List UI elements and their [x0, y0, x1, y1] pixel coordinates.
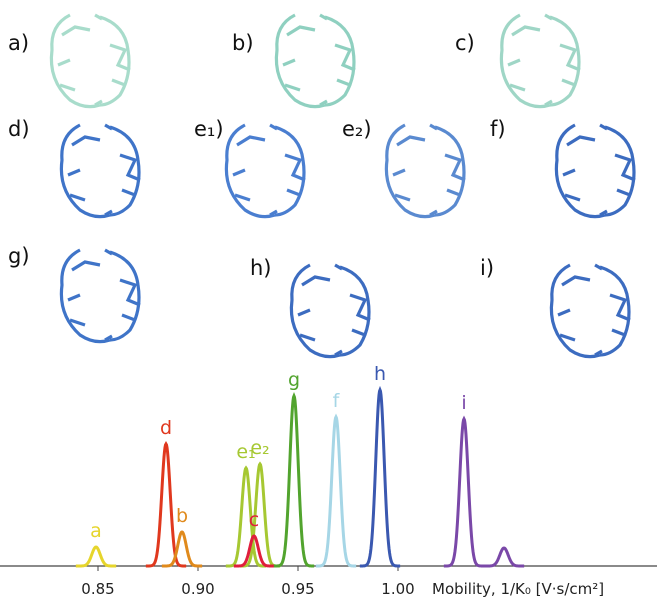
peak	[145, 440, 187, 568]
peak	[225, 465, 267, 568]
x-tick-label: 0.90	[181, 580, 214, 598]
peak	[443, 415, 485, 568]
panel-label: g)	[8, 244, 30, 268]
x-axis-title: Mobility, 1/K₀ [V·s/cm²]	[432, 580, 604, 598]
peak-label: e₂	[250, 437, 269, 459]
peak	[359, 385, 401, 568]
peak-label: d	[160, 417, 172, 439]
peak-label: f	[333, 390, 341, 412]
peak	[233, 534, 275, 568]
panel-label: f)	[490, 117, 506, 141]
panel-label: b)	[232, 31, 254, 55]
peak	[315, 413, 357, 568]
peak	[273, 392, 315, 568]
peak	[161, 530, 203, 568]
panel-label: i)	[480, 256, 494, 280]
x-tick-label: 1.00	[381, 580, 414, 598]
peak-label: i	[461, 392, 466, 414]
x-tick-label: 0.95	[281, 580, 314, 598]
peak	[483, 546, 525, 568]
peak-label: a	[90, 520, 102, 542]
x-tick-label: 0.85	[81, 580, 114, 598]
panel-label: e₁)	[194, 117, 224, 141]
panel-label: e₂)	[342, 117, 372, 141]
peak-label: c	[249, 509, 259, 531]
peak-label: h	[374, 363, 386, 385]
peak	[75, 545, 117, 568]
peak-label: b	[176, 505, 188, 527]
molecule-drawings	[49, 13, 637, 359]
panel-label: d)	[8, 117, 30, 141]
peak-label: g	[288, 369, 300, 391]
panel-label: h)	[250, 256, 272, 280]
panel-label: c)	[455, 31, 475, 55]
peak-label: e₁	[236, 441, 255, 463]
panel-label: a)	[8, 31, 29, 55]
